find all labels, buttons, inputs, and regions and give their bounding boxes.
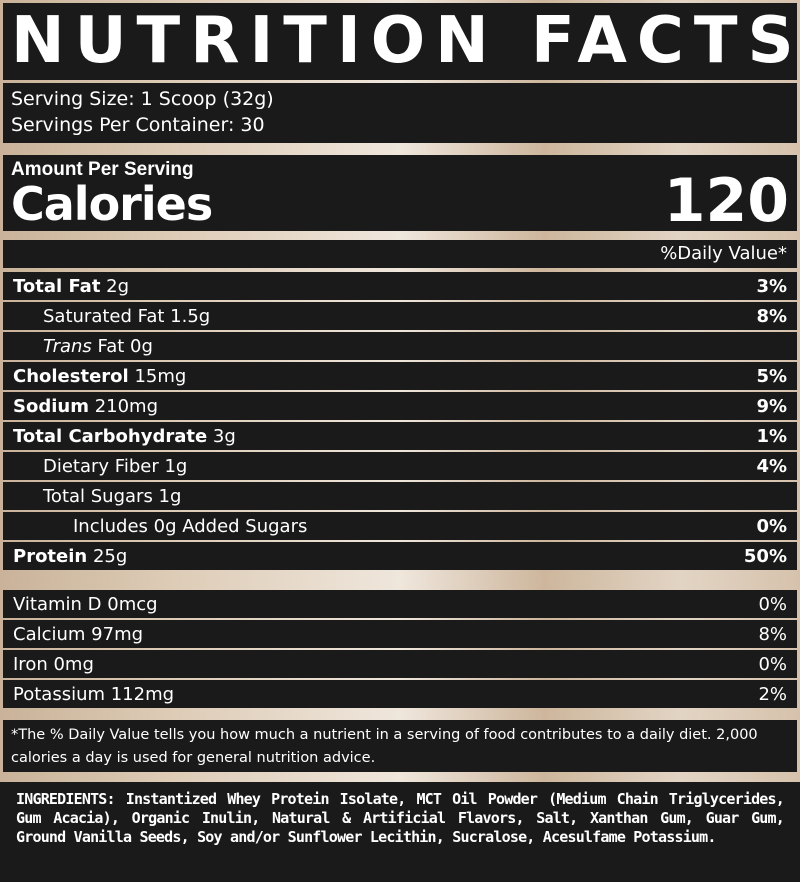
vitamin-name: Potassium 112mg <box>13 683 175 705</box>
nutrient-row-saturated-fat: Saturated Fat 1.5g 8% <box>3 302 797 330</box>
nutrient-amount: 210mg <box>88 395 159 417</box>
nutrient-dv: 5% <box>756 365 787 387</box>
nutrient-amount: Fat 0g <box>91 335 153 357</box>
nutrient-amount: 15mg <box>128 365 187 387</box>
vitamin-row-iron: Iron 0mg 0% <box>3 650 797 678</box>
nutrient-name: Trans <box>43 335 92 357</box>
ingredients-list: INGREDIENTS: Instantized Whey Protein Is… <box>16 790 785 846</box>
nutrient-name: Total Fat <box>13 275 101 297</box>
nutrient-row-cholesterol: Cholesterol 15mg 5% <box>3 362 797 390</box>
nutrient-row-added-sugars: Includes 0g Added Sugars 0% <box>3 512 797 540</box>
nutrient-row-protein: Protein 25g 50% <box>3 542 797 570</box>
nutrient-dv: 0% <box>756 515 787 537</box>
nutrient-row-trans-fat: Trans Fat 0g <box>3 332 797 360</box>
vitamin-name: Iron 0mg <box>13 653 94 675</box>
nutrient-row-dietary-fiber: Dietary Fiber 1g 4% <box>3 452 797 480</box>
nutrient-name: Cholesterol <box>13 365 129 387</box>
nutrient-row-total-carbohydrate: Total Carbohydrate 3g 1% <box>3 422 797 450</box>
vitamin-dv: 8% <box>758 623 787 645</box>
vitamin-row-calcium: Calcium 97mg 8% <box>3 620 797 648</box>
nutrient-name: Sodium <box>13 395 89 417</box>
servings-per-container: Servings Per Container: 30 <box>11 114 265 136</box>
nutrient-list: Total Fat 2g 3% Saturated Fat 1.5g 8% Tr… <box>3 272 797 572</box>
nutrient-name: Includes 0g Added Sugars <box>73 515 308 537</box>
nutrient-name: Total Carbohydrate <box>13 425 208 447</box>
serving-info: Serving Size: 1 Scoop (32g) Servings Per… <box>3 83 797 143</box>
nutrient-row-sodium: Sodium 210mg 9% <box>3 392 797 420</box>
nutrient-dv: 3% <box>756 275 787 297</box>
vitamin-name: Vitamin D 0mcg <box>13 593 158 615</box>
nutrient-name: Saturated Fat 1.5g <box>43 305 211 327</box>
nutrient-name: Protein <box>13 545 88 567</box>
nutrient-row-total-sugars: Total Sugars 1g <box>3 482 797 510</box>
daily-value-footnote: *The % Daily Value tells you how much a … <box>3 720 797 772</box>
nutrient-amount: 3g <box>207 425 236 447</box>
nutrient-dv: 4% <box>756 455 787 477</box>
nutrient-dv: 9% <box>756 395 787 417</box>
vitamin-row-potassium: Potassium 112mg 2% <box>3 680 797 708</box>
nutrient-amount: 2g <box>100 275 130 297</box>
nutrient-name: Dietary Fiber 1g <box>43 455 188 477</box>
vitamin-name: Calcium 97mg <box>13 623 144 645</box>
vitamin-dv: 2% <box>758 683 787 705</box>
nutrient-amount: 25g <box>87 545 128 567</box>
nutrient-dv: 1% <box>756 425 787 447</box>
label-title: NUTRITION FACTS <box>3 3 797 80</box>
vitamin-row-vitamin-d: Vitamin D 0mcg 0% <box>3 590 797 618</box>
amount-per-serving-label: Amount Per Serving <box>11 159 194 180</box>
nutrient-row-total-fat: Total Fat 2g 3% <box>3 272 797 300</box>
vitamin-dv: 0% <box>758 653 787 675</box>
calories-section: Amount Per Serving Calories 120 <box>3 155 797 231</box>
vitamin-dv: 0% <box>758 593 787 615</box>
serving-size: Serving Size: 1 Scoop (32g) <box>11 88 274 110</box>
nutrient-name: Total Sugars 1g <box>43 485 182 507</box>
calories-label: Calories <box>11 177 213 231</box>
daily-value-header: %Daily Value* <box>3 240 797 268</box>
vitamin-list: Vitamin D 0mcg 0% Calcium 97mg 8% Iron 0… <box>3 590 797 710</box>
nutrient-dv: 8% <box>756 305 787 327</box>
nutrient-dv: 50% <box>743 545 787 567</box>
calories-value: 120 <box>663 166 789 236</box>
